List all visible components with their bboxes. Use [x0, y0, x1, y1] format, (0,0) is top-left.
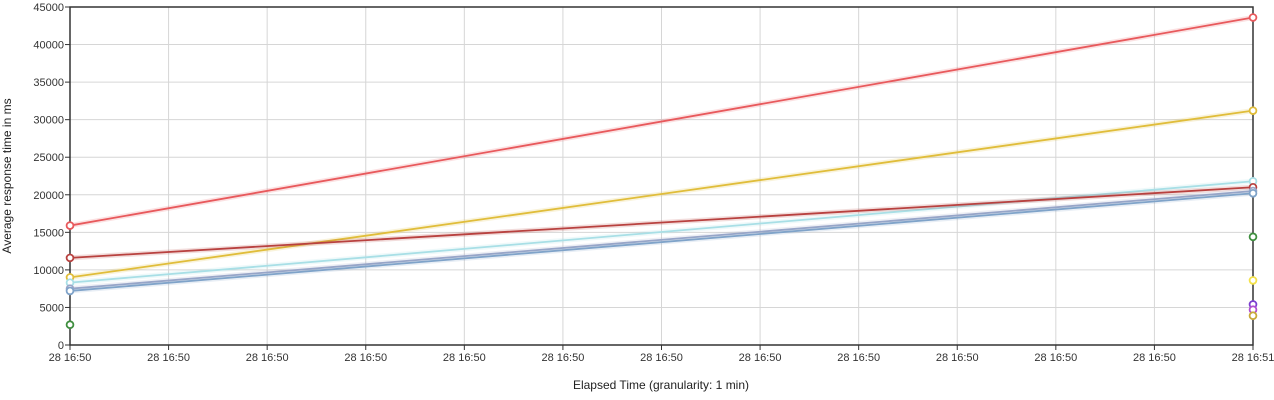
data-points — [65, 13, 1258, 330]
data-point[interactable] — [65, 221, 75, 230]
y-tick-label: 40000 — [33, 40, 64, 52]
data-point[interactable] — [65, 253, 75, 263]
y-tick-label: 30000 — [33, 115, 64, 127]
series-line — [69, 186, 1254, 259]
x-tick-label: 28 16:50 — [147, 352, 190, 364]
grid — [69, 6, 1254, 346]
x-tick-label: 28 16:50 — [837, 352, 880, 364]
y-tick-label: 20000 — [33, 190, 64, 202]
x-axis-ticks: 28 16:50 28 16:50 28 16:50 28 16:50 28 16:50… — [49, 345, 1274, 364]
data-point[interactable] — [65, 320, 75, 330]
series-line — [69, 109, 1254, 279]
series-line — [69, 190, 1254, 290]
x-tick-label: 28 16:50 — [640, 352, 683, 364]
y-tick-label: 10000 — [33, 265, 64, 277]
data-point[interactable] — [1248, 232, 1258, 242]
x-tick-label: 28 16:50 — [443, 352, 486, 364]
series-line — [69, 192, 1254, 292]
x-tick-label: 28 16:50 — [936, 352, 979, 364]
x-tick-label: 28 16:50 — [344, 352, 387, 364]
data-point[interactable] — [1248, 188, 1258, 198]
x-tick-label: 28 16:50 — [739, 352, 782, 364]
data-point[interactable] — [1248, 276, 1258, 285]
y-tick-label: 15000 — [33, 227, 64, 239]
y-tick-label: 5000 — [40, 302, 64, 314]
y-axis-title: Average response time in ms — [0, 98, 14, 253]
x-tick-label: 28 16:50 — [542, 352, 585, 364]
y-tick-label: 25000 — [33, 152, 64, 164]
y-axis-ticks: 0 5000 10000 15000 20000 25000 30000 35000 40000… — [33, 2, 70, 352]
x-tick-label: 28 16:50 — [1034, 352, 1077, 364]
x-tick-label: 28 16:50 — [49, 352, 92, 364]
y-tick-label: 0 — [58, 340, 64, 352]
x-tick-label: 28 16:51 — [1232, 352, 1274, 364]
x-tick-label: 28 16:50 — [246, 352, 289, 364]
x-axis-title: Elapsed Time (granularity: 1 min) — [573, 378, 749, 392]
data-point[interactable] — [1248, 311, 1258, 321]
data-point[interactable] — [65, 286, 75, 296]
y-tick-label: 45000 — [33, 2, 64, 14]
series-line — [69, 16, 1254, 227]
y-tick-label: 35000 — [33, 77, 64, 89]
data-point[interactable] — [1248, 106, 1258, 115]
x-tick-label: 28 16:50 — [1133, 352, 1176, 364]
series-lines — [69, 15, 1254, 294]
data-point[interactable] — [1248, 13, 1258, 22]
